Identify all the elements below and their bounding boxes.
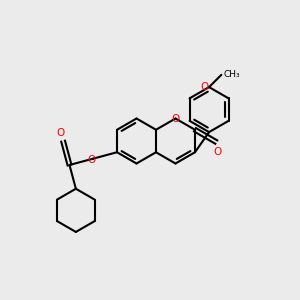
Text: O: O (200, 82, 208, 92)
Text: CH₃: CH₃ (224, 70, 240, 79)
Text: O: O (56, 128, 64, 138)
Text: O: O (171, 113, 180, 124)
Text: O: O (214, 147, 222, 158)
Text: O: O (88, 155, 96, 165)
